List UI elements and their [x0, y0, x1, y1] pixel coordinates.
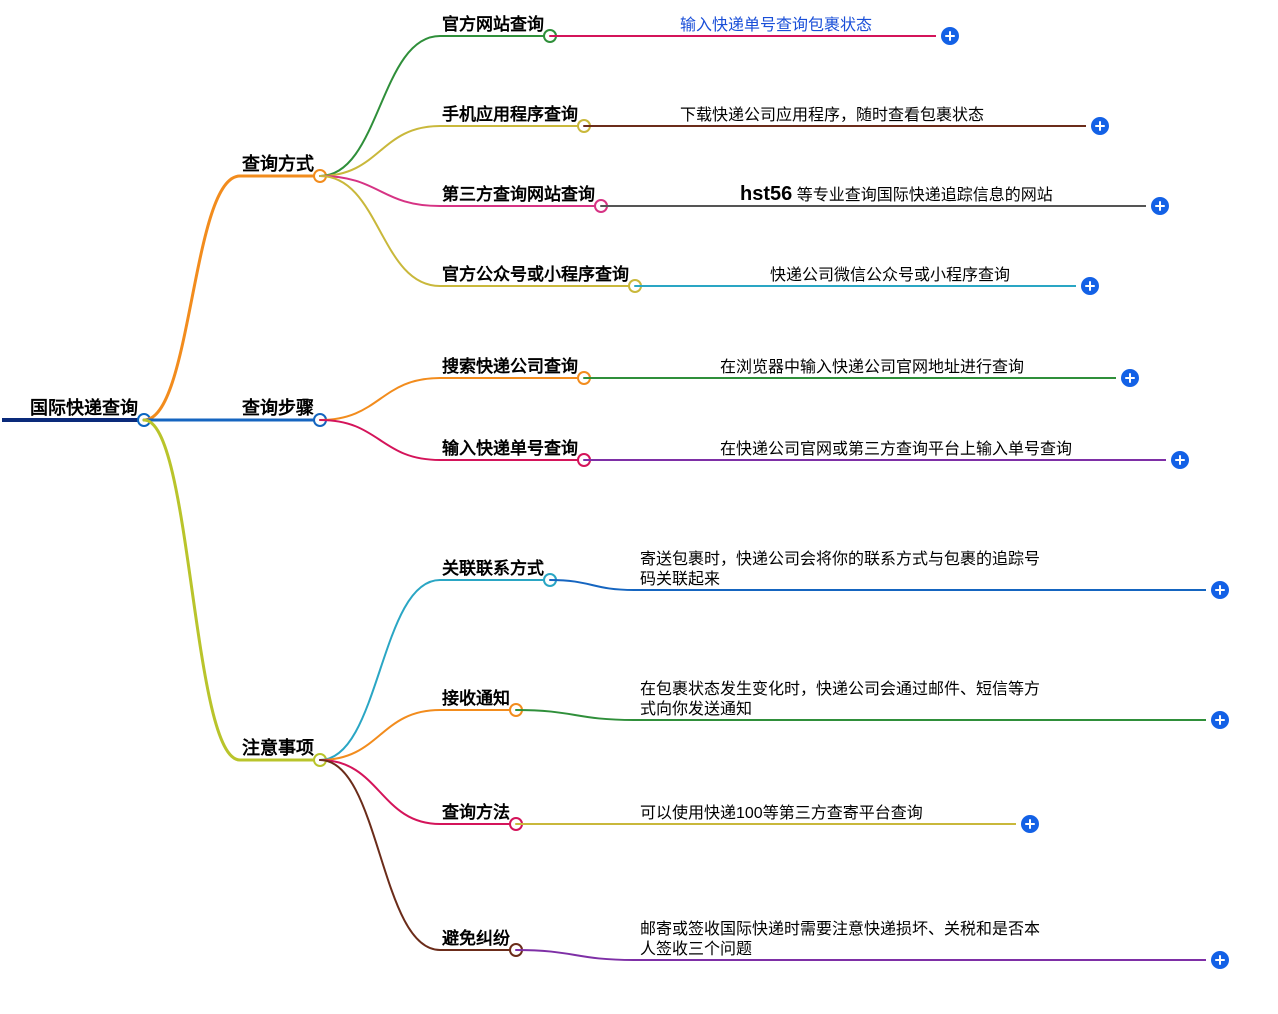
leaf-lookup_method: 可以使用快递100等第三方查寄平台查询 — [640, 804, 923, 822]
leaf-avoid_dispute-line1: 人签收三个问题 — [640, 940, 752, 958]
branch-notes: 注意事项 — [242, 737, 314, 758]
sub-receive_notice: 接收通知 — [442, 688, 510, 708]
mindmap-canvas: 国际快递查询 查询方式 官方网站查询 输入快递单号查询包裹状态手机应用程序查询 下载快递… — [0, 0, 1278, 1014]
leaf-receive_notice-line0: 在包裹状态发生变化时，快递公司会通过邮件、短信等方 — [640, 680, 1040, 698]
root-node: 国际快递查询 — [30, 397, 138, 418]
expand-button[interactable] — [941, 27, 959, 45]
sub-enter_tracking: 输入快递单号查询 — [442, 438, 578, 458]
expand-button[interactable] — [1121, 369, 1139, 387]
leaf-avoid_dispute-line0: 邮寄或签收国际快递时需要注意快递损坏、关税和是否本 — [640, 919, 1040, 938]
branch-steps: 查询步骤 — [242, 397, 314, 418]
leaf-third_party: hst56 等专业查询国际快递追踪信息的网站 — [740, 183, 1053, 205]
sub-search_company: 搜索快递公司查询 — [442, 356, 578, 376]
expand-button[interactable] — [1021, 815, 1039, 833]
expand-button[interactable] — [1211, 581, 1229, 599]
sub-third_party: 第三方查询网站查询 — [442, 184, 595, 204]
expand-button[interactable] — [1211, 951, 1229, 969]
leaf-enter_tracking: 在快递公司官网或第三方查询平台上输入单号查询 — [720, 440, 1072, 458]
expand-button[interactable] — [1091, 117, 1109, 135]
sub-official_site: 官方网站查询 — [442, 14, 544, 34]
leaf-search_company: 在浏览器中输入快递公司官网地址进行查询 — [720, 358, 1024, 376]
branch-methods: 查询方式 — [242, 153, 314, 174]
leaf-mobile_app: 下载快递公司应用程序，随时查看包裹状态 — [680, 105, 984, 124]
sub-mobile_app: 手机应用程序查询 — [442, 104, 578, 124]
sub-wechat: 官方公众号或小程序查询 — [442, 264, 629, 284]
leaf-wechat: 快递公司微信公众号或小程序查询 — [770, 266, 1010, 284]
sub-link_contact: 关联联系方式 — [442, 558, 544, 578]
leaf-official_site: 输入快递单号查询包裹状态 — [680, 16, 872, 34]
leaf-receive_notice-line1: 式向你发送通知 — [640, 700, 752, 718]
sub-lookup_method: 查询方法 — [441, 802, 510, 822]
expand-button[interactable] — [1171, 451, 1189, 469]
expand-button[interactable] — [1081, 277, 1099, 295]
expand-button[interactable] — [1151, 197, 1169, 215]
expand-button[interactable] — [1211, 711, 1229, 729]
sub-avoid_dispute: 避免纠纷 — [442, 928, 511, 948]
leaf-link_contact-line1: 码关联起来 — [640, 570, 720, 588]
leaf-link_contact-line0: 寄送包裹时，快递公司会将你的联系方式与包裹的追踪号 — [640, 550, 1040, 568]
